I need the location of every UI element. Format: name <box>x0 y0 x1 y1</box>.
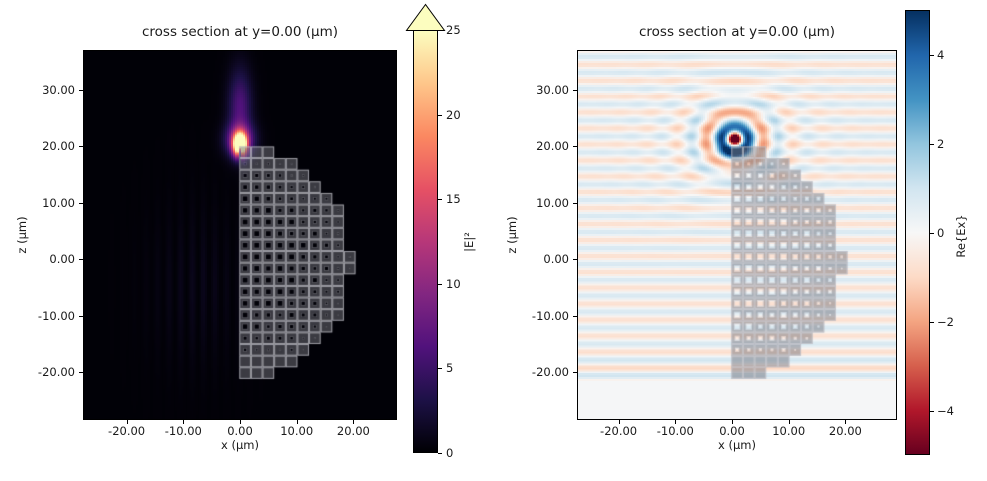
y-tick-mark <box>79 372 83 373</box>
colorbar-tick-mark <box>930 410 934 412</box>
x-tick-label: 20.00 <box>336 424 370 438</box>
x-axis-label: x (μm) <box>718 438 756 452</box>
colorbar-tick-label: 0 <box>446 446 454 460</box>
y-tick-label: 0.00 <box>49 252 75 266</box>
x-tick-label: 20.00 <box>828 424 862 438</box>
colorbar-tick-label: 25 <box>446 23 461 37</box>
colorbar-tick-mark <box>438 30 442 31</box>
x-tick-mark <box>675 420 677 424</box>
y-tick-label: 0.00 <box>543 252 569 266</box>
y-tick-label: 20.00 <box>536 139 569 153</box>
y-axis-label: z (μm) <box>505 216 519 254</box>
structure-overlay-canvas <box>84 51 398 421</box>
x-tick-mark <box>618 420 620 424</box>
y-tick-label: -20.00 <box>531 365 569 379</box>
x-axis-label: x (μm) <box>221 438 259 452</box>
x-tick-mark <box>183 420 185 424</box>
panel-title: cross section at y=0.00 (μm) <box>142 24 338 40</box>
colorbar-tick-label: 10 <box>446 276 461 291</box>
colorbar-label: Re{Ex} <box>954 214 968 258</box>
y-tick-mark <box>79 146 83 147</box>
y-tick-mark <box>573 315 577 317</box>
x-tick-mark <box>296 420 298 424</box>
x-tick-label: 10.00 <box>772 424 806 438</box>
y-tick-label: 30.00 <box>536 82 569 97</box>
y-tick-mark <box>573 89 577 91</box>
y-tick-label: 10.00 <box>42 195 75 210</box>
y-tick-mark <box>79 259 83 260</box>
y-tick-mark <box>79 315 83 317</box>
x-tick-mark <box>240 420 241 424</box>
x-tick-label: -20.00 <box>600 424 638 438</box>
y-tick-mark <box>573 202 577 204</box>
colorbar-tick-mark <box>438 453 442 454</box>
y-tick-label: -10.00 <box>531 308 569 323</box>
intensity-plot-area <box>83 50 398 421</box>
colorbar-refield <box>905 10 930 455</box>
colorbar-tick-label: 5 <box>446 361 454 376</box>
refield-plot-area <box>577 50 898 421</box>
x-tick-mark <box>788 420 790 424</box>
x-tick-label: 0.00 <box>227 424 253 438</box>
colorbar-tick-mark <box>930 143 934 145</box>
y-tick-mark <box>79 202 83 204</box>
y-tick-label: -10.00 <box>37 308 75 323</box>
colorbar-tick-mark <box>438 368 442 370</box>
y-tick-label: 20.00 <box>42 139 75 153</box>
colorbar-tick-mark <box>438 114 442 116</box>
y-tick-mark <box>573 146 577 147</box>
y-tick-mark <box>573 372 577 373</box>
colorbar-tick-label: 4 <box>937 47 945 62</box>
y-tick-mark <box>79 89 83 91</box>
x-tick-label: 0.00 <box>719 424 745 438</box>
x-tick-label: 10.00 <box>280 424 314 438</box>
x-tick-mark <box>126 420 128 424</box>
colorbar-tick-mark <box>930 54 934 56</box>
colorbar-tick-label: 15 <box>446 192 461 207</box>
colorbar-tick-label: 2 <box>937 136 945 151</box>
y-tick-label: 10.00 <box>536 195 569 210</box>
colorbar-tick-label: −2 <box>937 314 954 329</box>
x-tick-label: -10.00 <box>656 424 694 438</box>
structure-overlay-canvas <box>578 51 898 421</box>
colorbar-tick-mark <box>438 199 442 201</box>
colorbar-tick-label: −4 <box>937 403 954 418</box>
colorbar-tick-mark <box>438 283 442 285</box>
x-tick-mark <box>845 420 847 424</box>
colorbar-extend-arrow-icon <box>405 3 446 31</box>
y-tick-mark <box>573 259 577 260</box>
y-tick-label: -20.00 <box>37 365 75 379</box>
colorbar-tick-mark <box>930 321 934 323</box>
x-tick-mark <box>353 420 355 424</box>
x-tick-mark <box>732 420 733 424</box>
y-tick-label: 30.00 <box>42 82 75 97</box>
colorbar-intensity <box>413 30 438 453</box>
colorbar-tick-label: 20 <box>446 107 461 122</box>
colorbar-tick-mark <box>930 232 934 234</box>
x-tick-label: -10.00 <box>164 424 202 438</box>
y-axis-label: z (μm) <box>15 216 29 254</box>
x-tick-label: -20.00 <box>108 424 146 438</box>
colorbar-tick-label: 0 <box>937 225 945 240</box>
colorbar-label: |E|² <box>462 232 476 252</box>
panel-title: cross section at y=0.00 (μm) <box>639 24 835 40</box>
